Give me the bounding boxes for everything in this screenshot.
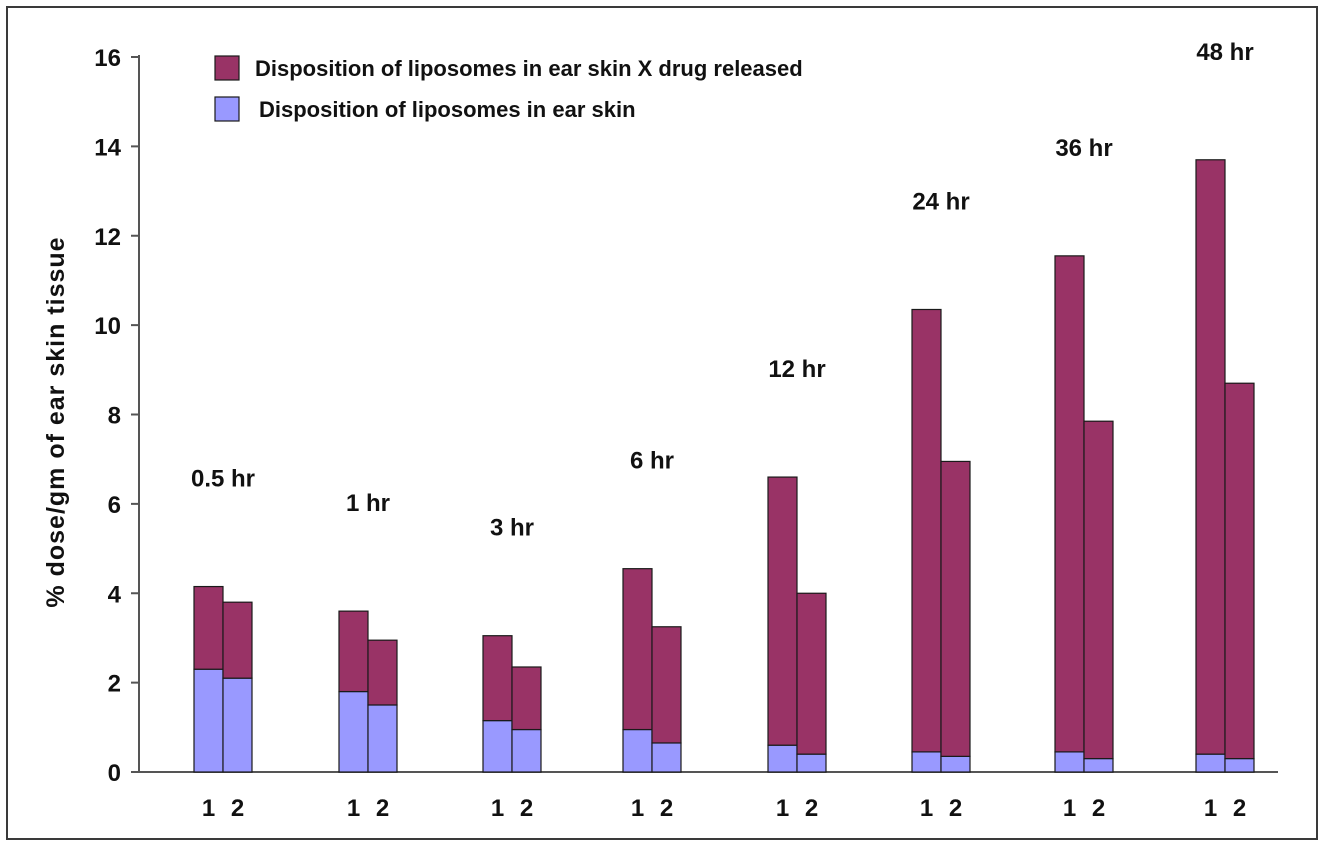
bar-segment-drug-released xyxy=(767,476,798,746)
y-tick-label: 12 xyxy=(94,224,121,251)
legend-label: Disposition of liposomes in ear skin xyxy=(259,97,636,122)
bar-segment-drug-released xyxy=(1224,382,1255,760)
bar-segment-liposomes xyxy=(193,668,224,773)
bar-segment-liposomes xyxy=(651,742,682,773)
x-tick-label: 2 xyxy=(1092,795,1105,822)
bar-segment-drug-released xyxy=(193,585,224,670)
bar-segment-drug-released xyxy=(367,639,398,706)
bar-segment-drug-released xyxy=(1195,159,1226,755)
bar-segment-liposomes xyxy=(367,704,398,773)
bar-segment-liposomes xyxy=(1054,751,1085,773)
y-tick-label: 4 xyxy=(108,581,122,608)
x-tick-label: 2 xyxy=(660,795,673,822)
legend-label: Disposition of liposomes in ear skin X d… xyxy=(255,56,803,81)
bar-segment-liposomes xyxy=(767,744,798,773)
x-tick-label: 2 xyxy=(949,795,962,822)
bar-segment-liposomes xyxy=(622,728,653,773)
bar-segment-liposomes xyxy=(482,720,513,773)
bar-segment-drug-released xyxy=(911,308,942,753)
chart-frame: % dose/gm of ear skin tissue 0 2 4 6 8 10 12 14… xyxy=(6,6,1318,840)
x-tick-label: 1 xyxy=(776,795,789,822)
bar-segment-liposomes xyxy=(338,690,369,773)
bar-segment-drug-released xyxy=(482,635,513,722)
group-time-label: 0.5 hr xyxy=(191,466,255,493)
group-time-label: 12 hr xyxy=(768,356,825,383)
bar-segment-drug-released xyxy=(511,666,542,731)
group-time-label: 6 hr xyxy=(630,448,674,475)
bar-segment-drug-released xyxy=(222,601,253,679)
x-tick-label: 1 xyxy=(202,795,215,822)
bar-segment-liposomes xyxy=(511,728,542,773)
bars xyxy=(193,159,1255,773)
x-tick-label: 2 xyxy=(376,795,389,822)
y-tick-label: 10 xyxy=(94,313,121,340)
y-tick-label: 8 xyxy=(108,403,121,430)
bar-segment-liposomes xyxy=(1224,757,1255,773)
y-tick-label: 0 xyxy=(108,760,121,787)
bar-segment-drug-released xyxy=(622,568,653,731)
x-tick-label: 1 xyxy=(1063,795,1076,822)
bar-segment-liposomes xyxy=(1083,757,1114,773)
x-tick-label: 2 xyxy=(231,795,244,822)
bar-segment-drug-released xyxy=(1083,420,1114,760)
bar-segment-liposomes xyxy=(1195,753,1226,773)
stacked-bar-chart: % dose/gm of ear skin tissue 02468101214… xyxy=(42,39,1278,822)
y-tick-label: 6 xyxy=(108,492,121,519)
x-tick-label: 2 xyxy=(1233,795,1246,822)
x-tick-label: 1 xyxy=(1204,795,1217,822)
legend-swatch xyxy=(214,55,240,81)
bar-segment-drug-released xyxy=(940,460,971,757)
bar-segment-liposomes xyxy=(222,677,253,773)
group-labels: 0.5 hr 1 hr 3 hr 6 hr 12 hr 24 hr 36 hr 48 hr xyxy=(191,39,1254,542)
x-tick-label: 1 xyxy=(347,795,360,822)
x-tick-label: 1 xyxy=(631,795,644,822)
y-ticks: 0 2 4 6 8 10 12 14 16 xyxy=(94,45,139,787)
x-tick-label: 1 xyxy=(491,795,504,822)
x-tick-label: 2 xyxy=(805,795,818,822)
legend: Disposition of liposomes in ear skin X d… xyxy=(214,55,803,122)
bar-segment-drug-released xyxy=(796,592,827,755)
y-axis-title: % dose/gm of ear skin tissue xyxy=(42,236,70,607)
bar-segment-liposomes xyxy=(911,751,942,773)
group-time-label: 1 hr xyxy=(346,490,390,517)
bar-segment-drug-released xyxy=(338,610,369,693)
y-tick-label: 16 xyxy=(94,45,121,72)
y-axis-label: % dose/gm of ear skin tissue xyxy=(42,236,70,607)
group-time-label: 3 hr xyxy=(490,515,534,542)
y-tick-label: 14 xyxy=(94,134,121,161)
x-tick-label: 1 xyxy=(920,795,933,822)
bar-segment-liposomes xyxy=(796,753,827,773)
group-time-label: 24 hr xyxy=(912,188,969,215)
x-tick-label: 2 xyxy=(520,795,533,822)
group-time-label: 36 hr xyxy=(1055,135,1112,162)
bar-segment-liposomes xyxy=(940,755,971,773)
bar-segment-drug-released xyxy=(1054,255,1085,753)
legend-swatch xyxy=(214,96,240,122)
group-time-label: 48 hr xyxy=(1196,39,1253,66)
y-tick-label: 2 xyxy=(108,671,121,698)
bar-segment-drug-released xyxy=(651,626,682,744)
